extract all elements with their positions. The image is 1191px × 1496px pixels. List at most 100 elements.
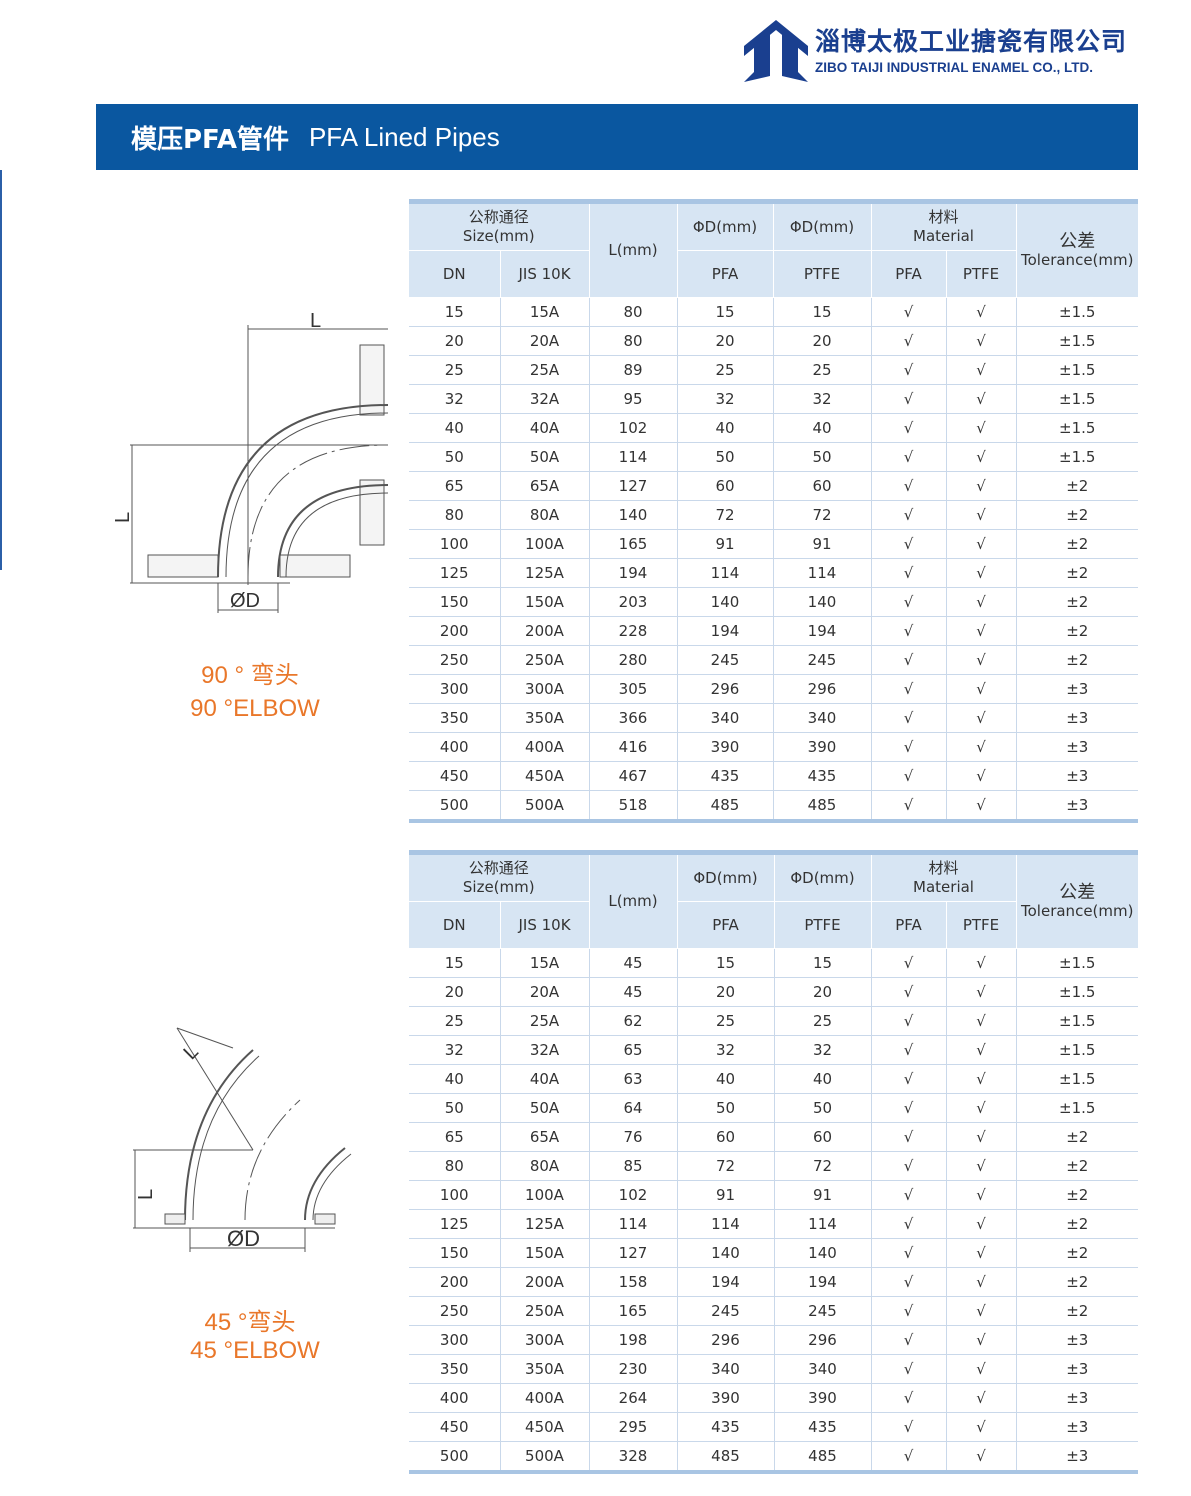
- cell-material-pfa: √: [870, 1383, 946, 1413]
- header-jis: JIS 10K: [499, 901, 589, 949]
- cell-phid-ptfe: 40: [772, 413, 871, 443]
- cell-material-ptfe: √: [945, 500, 1016, 530]
- cell-dn: 25: [409, 1006, 500, 1036]
- table-row: 300 300A 305 296 296 √ √ ±3: [409, 674, 1138, 704]
- table-row: 125 125A 194 114 114 √ √ ±2: [409, 558, 1138, 588]
- cell-phid-pfa: 91: [676, 1180, 774, 1210]
- cell-l-mm: 114: [588, 1209, 677, 1239]
- cell-material-pfa: √: [870, 616, 946, 646]
- header-dn: DN: [409, 250, 500, 298]
- cell-tolerance: ±1.5: [1015, 977, 1138, 1007]
- header-material-cn: 材料: [928, 859, 959, 877]
- cell-material-pfa: √: [870, 732, 946, 762]
- cell-material-ptfe: √: [945, 442, 1016, 472]
- table-row: 125 125A 114 114 114 √ √ ±2: [409, 1209, 1138, 1239]
- cell-tolerance: ±1.5: [1015, 1035, 1138, 1065]
- cell-phid-pfa: 50: [676, 1093, 774, 1123]
- cell-phid-pfa: 40: [676, 413, 773, 443]
- cell-l-mm: 230: [588, 1354, 677, 1384]
- cell-jis-10k: 32A: [499, 384, 589, 414]
- cell-phid-pfa: 60: [676, 471, 773, 501]
- cell-tolerance: ±2: [1015, 1267, 1138, 1297]
- cell-phid-pfa: 296: [676, 1325, 774, 1355]
- cell-jis-10k: 250A: [499, 1296, 589, 1326]
- cell-material-ptfe: √: [945, 1325, 1016, 1355]
- dim-d: ØD: [230, 590, 260, 612]
- cell-l-mm: 305: [588, 674, 677, 704]
- cell-phid-ptfe: 60: [772, 471, 871, 501]
- company-name-en: ZIBO TAIJI INDUSTRIAL ENAMEL CO., LTD.: [815, 60, 1094, 75]
- cell-phid-ptfe: 390: [772, 732, 871, 762]
- cell-jis-10k: 40A: [499, 1064, 589, 1094]
- cell-material-pfa: √: [870, 384, 946, 414]
- cell-material-pfa: √: [870, 326, 946, 356]
- header-size: 公称通径 Size(mm): [409, 201, 589, 251]
- cell-dn: 450: [409, 761, 500, 791]
- cell-dn: 350: [409, 703, 500, 733]
- cell-dn: 100: [409, 529, 500, 559]
- cell-jis-10k: 250A: [499, 645, 589, 675]
- cell-phid-pfa: 32: [676, 384, 773, 414]
- cell-dn: 32: [409, 384, 500, 414]
- cell-l-mm: 328: [588, 1441, 677, 1473]
- table-row: 450 450A 295 435 435 √ √ ±3: [409, 1412, 1138, 1442]
- cell-material-pfa: √: [870, 1093, 946, 1123]
- header-tol-cn: 公差: [1059, 230, 1096, 252]
- company-name-cn: 淄博太极工业搪瓷有限公司: [815, 27, 1128, 56]
- cell-phid-pfa: 194: [676, 1267, 774, 1297]
- cell-jis-10k: 350A: [499, 1354, 589, 1384]
- cell-material-ptfe: √: [945, 616, 1016, 646]
- cell-jis-10k: 450A: [499, 761, 589, 791]
- header-size-cn: 公称通径: [468, 859, 529, 877]
- cell-phid-pfa: 25: [676, 355, 773, 385]
- cell-l-mm: 80: [588, 297, 677, 327]
- cell-dn: 500: [409, 790, 500, 822]
- banner-title-cn: 模压PFA管件: [131, 124, 289, 155]
- cell-phid-ptfe: 72: [773, 1151, 871, 1181]
- table-row: 50 50A 64 50 50 √ √ ±1.5: [409, 1093, 1138, 1123]
- header-tolerance: 公差 Tolerance(mm): [1015, 852, 1138, 949]
- cell-dn: 125: [409, 1209, 500, 1239]
- header-material: 材料 Material: [870, 201, 1016, 251]
- table-row: 100 100A 165 91 91 √ √ ±2: [409, 529, 1138, 559]
- table-row: 25 25A 89 25 25 √ √ ±1.5: [409, 355, 1138, 385]
- table-row: 250 250A 165 245 245 √ √ ±2: [409, 1296, 1138, 1326]
- table-row: 150 150A 127 140 140 √ √ ±2: [409, 1238, 1138, 1268]
- cell-material-ptfe: √: [945, 1238, 1016, 1268]
- table-row: 25 25A 62 25 25 √ √ ±1.5: [409, 1006, 1138, 1036]
- cell-jis-10k: 200A: [499, 1267, 589, 1297]
- cell-material-pfa: √: [870, 1180, 946, 1210]
- header-phid-pfa: ΦD(mm): [676, 852, 774, 902]
- cell-phid-ptfe: 114: [772, 558, 871, 588]
- cell-phid-ptfe: 194: [773, 1267, 871, 1297]
- header-material-ptfe: PTFE: [945, 901, 1016, 949]
- cell-material-pfa: √: [870, 587, 946, 617]
- cell-material-pfa: √: [870, 413, 946, 443]
- company-logo: [744, 20, 808, 82]
- cell-material-pfa: √: [870, 1412, 946, 1442]
- cell-dn: 20: [409, 326, 500, 356]
- cell-material-ptfe: √: [945, 384, 1016, 414]
- cell-l-mm: 295: [588, 1412, 677, 1442]
- banner-title-en: PFA Lined Pipes: [308, 121, 500, 152]
- cell-jis-10k: 300A: [499, 674, 589, 704]
- cell-material-ptfe: √: [945, 587, 1016, 617]
- table-row: 20 20A 45 20 20 √ √ ±1.5: [409, 977, 1138, 1007]
- cell-tolerance: ±2: [1015, 1151, 1138, 1181]
- cell-phid-ptfe: 340: [773, 1354, 871, 1384]
- header-size-en: Size(mm): [462, 227, 535, 245]
- header-tol-en: Tolerance(mm): [1021, 250, 1134, 269]
- cell-material-ptfe: √: [945, 1035, 1016, 1065]
- cell-jis-10k: 200A: [499, 616, 589, 646]
- cell-material-ptfe: √: [945, 732, 1016, 762]
- cell-tolerance: ±2: [1015, 1122, 1138, 1152]
- cell-tolerance: ±2: [1015, 529, 1138, 559]
- header-tolerance: 公差 Tolerance(mm): [1015, 201, 1138, 298]
- header-material-pfa: PFA: [870, 901, 946, 949]
- cell-dn: 350: [409, 1354, 500, 1384]
- cell-material-ptfe: √: [945, 355, 1016, 385]
- cell-dn: 200: [409, 1267, 500, 1297]
- table-row: 400 400A 416 390 390 √ √ ±3: [409, 732, 1138, 762]
- cell-material-ptfe: √: [945, 645, 1016, 675]
- cell-jis-10k: 50A: [499, 442, 589, 472]
